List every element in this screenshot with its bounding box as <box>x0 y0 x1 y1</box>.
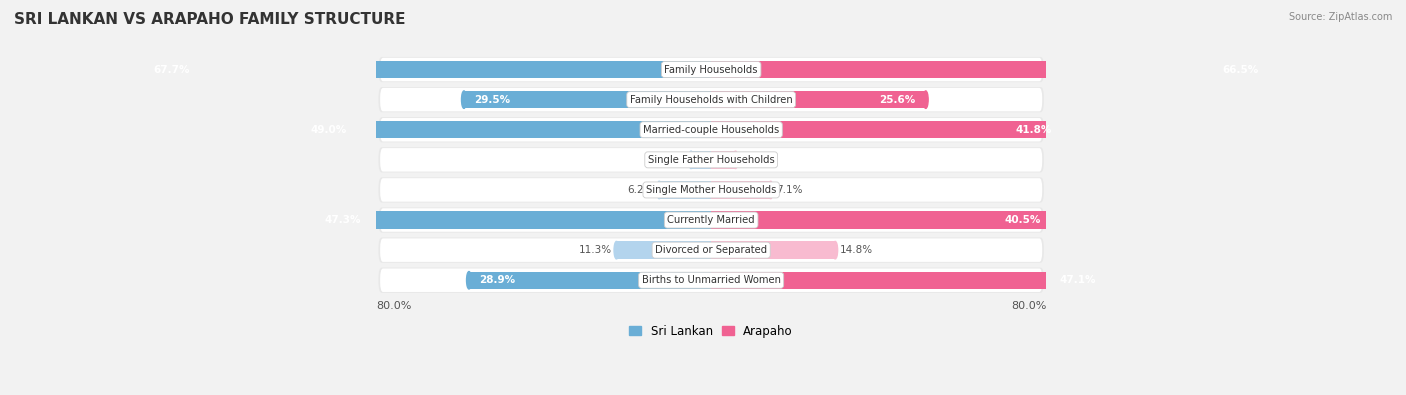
Text: Single Mother Households: Single Mother Households <box>645 185 776 195</box>
FancyBboxPatch shape <box>380 88 1042 111</box>
Text: Divorced or Separated: Divorced or Separated <box>655 245 768 255</box>
Circle shape <box>1047 211 1053 229</box>
Circle shape <box>1059 121 1064 139</box>
Text: Married-couple Households: Married-couple Households <box>643 125 779 135</box>
Bar <box>143 61 711 78</box>
Text: 2.9%: 2.9% <box>741 155 768 165</box>
Circle shape <box>461 91 467 108</box>
Text: Births to Unmarried Women: Births to Unmarried Women <box>641 275 780 285</box>
Text: 40.5%: 40.5% <box>1004 215 1040 225</box>
Bar <box>711 91 925 108</box>
FancyBboxPatch shape <box>378 177 1043 203</box>
Bar <box>301 121 711 139</box>
FancyBboxPatch shape <box>380 118 1042 141</box>
Circle shape <box>733 151 738 169</box>
Bar <box>711 271 1107 289</box>
FancyBboxPatch shape <box>378 87 1043 112</box>
Text: 66.5%: 66.5% <box>1222 64 1258 75</box>
Circle shape <box>142 61 146 78</box>
Text: Source: ZipAtlas.com: Source: ZipAtlas.com <box>1288 12 1392 22</box>
Circle shape <box>832 241 838 259</box>
Bar <box>711 151 735 169</box>
FancyBboxPatch shape <box>380 239 1042 262</box>
FancyBboxPatch shape <box>378 147 1043 173</box>
Circle shape <box>1104 271 1108 289</box>
Bar <box>711 211 1050 229</box>
Text: 14.8%: 14.8% <box>841 245 873 255</box>
Text: 28.9%: 28.9% <box>479 275 515 285</box>
Circle shape <box>689 151 693 169</box>
FancyBboxPatch shape <box>380 208 1042 232</box>
Text: SRI LANKAN VS ARAPAHO FAMILY STRUCTURE: SRI LANKAN VS ARAPAHO FAMILY STRUCTURE <box>14 12 405 27</box>
FancyBboxPatch shape <box>378 267 1043 293</box>
Text: Currently Married: Currently Married <box>668 215 755 225</box>
FancyBboxPatch shape <box>378 207 1043 233</box>
Text: 80.0%: 80.0% <box>375 301 412 311</box>
Text: 49.0%: 49.0% <box>311 125 347 135</box>
Bar <box>711 181 770 199</box>
Text: 80.0%: 80.0% <box>1011 301 1046 311</box>
Circle shape <box>614 241 619 259</box>
Circle shape <box>298 121 302 139</box>
Bar <box>692 151 711 169</box>
FancyBboxPatch shape <box>378 117 1043 142</box>
Bar <box>659 181 711 199</box>
FancyBboxPatch shape <box>378 237 1043 263</box>
Bar <box>616 241 711 259</box>
Text: 6.2%: 6.2% <box>627 185 654 195</box>
Text: Single Father Households: Single Father Households <box>648 155 775 165</box>
Circle shape <box>312 211 318 229</box>
Bar <box>470 271 711 289</box>
Bar <box>464 91 711 108</box>
FancyBboxPatch shape <box>380 178 1042 202</box>
Text: 47.3%: 47.3% <box>325 215 361 225</box>
Text: 2.4%: 2.4% <box>659 155 686 165</box>
Text: 7.1%: 7.1% <box>776 185 803 195</box>
FancyBboxPatch shape <box>380 269 1042 292</box>
Bar <box>711 61 1268 78</box>
Bar <box>711 241 835 259</box>
Legend: Sri Lankan, Arapaho: Sri Lankan, Arapaho <box>624 320 797 342</box>
Text: Family Households: Family Households <box>665 64 758 75</box>
Text: 29.5%: 29.5% <box>474 95 510 105</box>
Text: 67.7%: 67.7% <box>153 64 190 75</box>
Text: 25.6%: 25.6% <box>879 95 915 105</box>
Circle shape <box>924 91 928 108</box>
Bar <box>711 121 1062 139</box>
FancyBboxPatch shape <box>380 58 1042 81</box>
FancyBboxPatch shape <box>380 148 1042 171</box>
Text: 41.8%: 41.8% <box>1015 125 1052 135</box>
Circle shape <box>768 181 773 199</box>
Bar <box>315 211 711 229</box>
Circle shape <box>467 271 471 289</box>
Circle shape <box>1265 61 1271 78</box>
FancyBboxPatch shape <box>378 57 1043 82</box>
Circle shape <box>657 181 662 199</box>
Text: Family Households with Children: Family Households with Children <box>630 95 793 105</box>
Text: 47.1%: 47.1% <box>1059 275 1095 285</box>
Text: 11.3%: 11.3% <box>578 245 612 255</box>
